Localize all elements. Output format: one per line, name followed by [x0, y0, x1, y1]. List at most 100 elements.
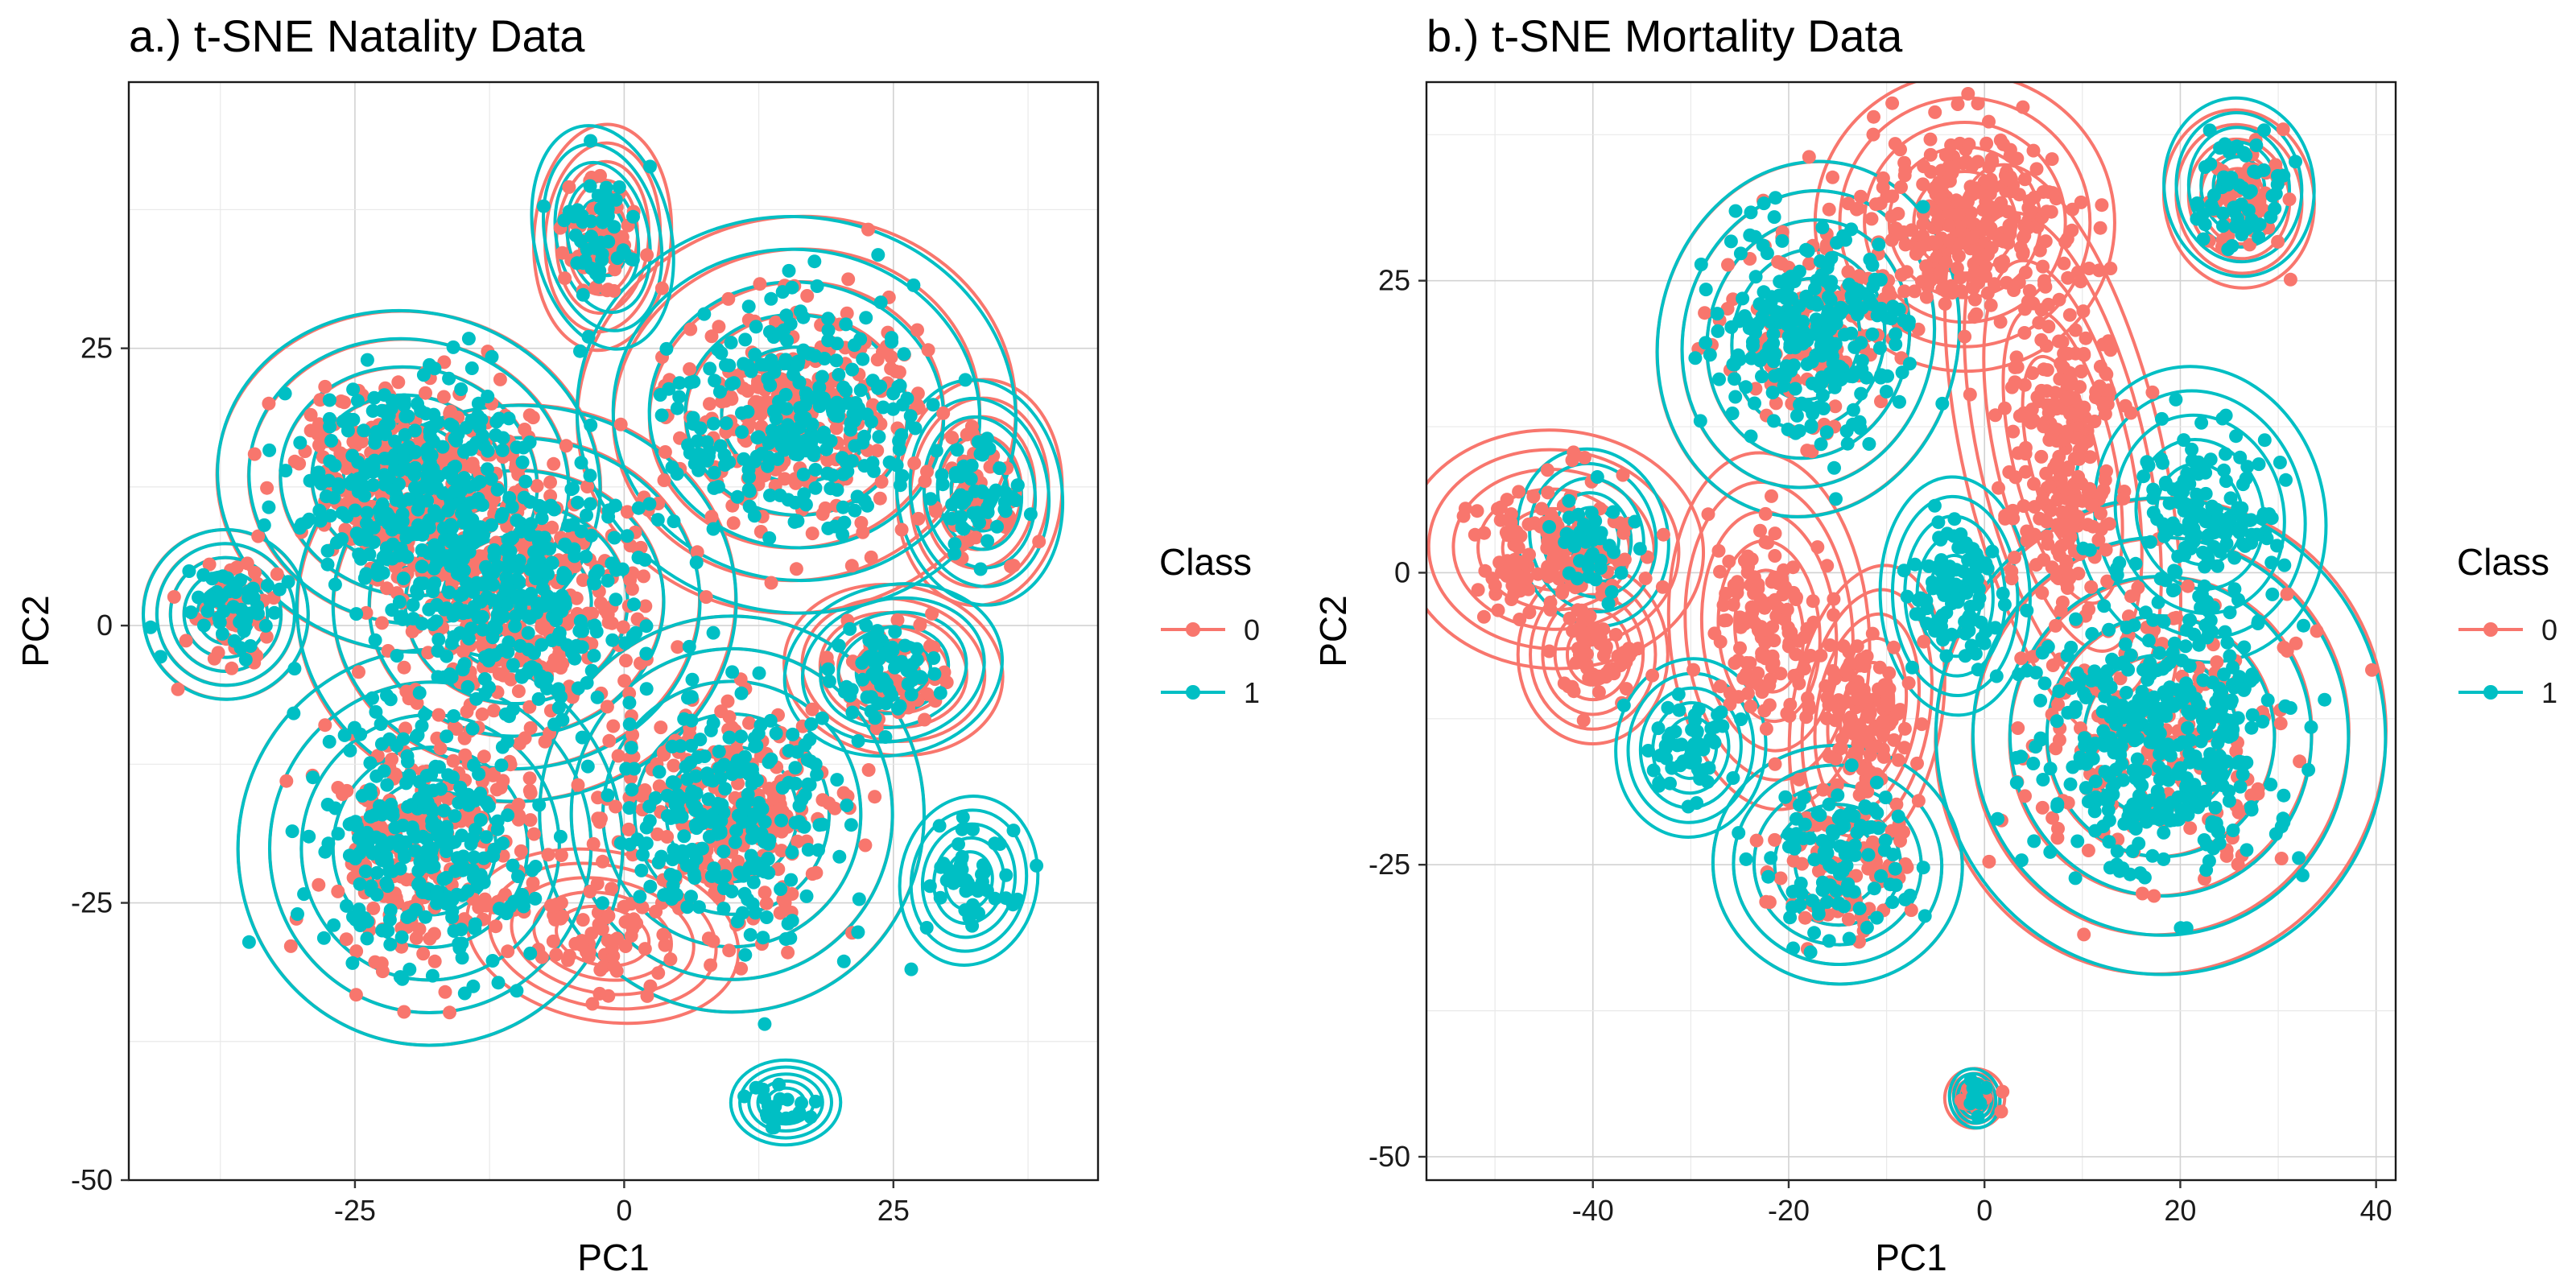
data-point — [513, 892, 526, 906]
data-point — [1698, 306, 1712, 320]
data-point — [2055, 595, 2070, 609]
data-point — [764, 576, 778, 590]
data-point — [584, 528, 599, 543]
data-point — [741, 787, 755, 802]
data-point — [2052, 292, 2066, 307]
data-point — [1753, 523, 1767, 538]
data-point — [697, 749, 712, 763]
data-point — [566, 518, 580, 532]
data-point — [742, 484, 757, 498]
data-point — [749, 855, 762, 869]
data-point — [1757, 704, 1772, 718]
data-point — [1775, 257, 1789, 270]
natality-y-axis-title: PC2 — [14, 595, 56, 667]
data-point — [1565, 453, 1579, 468]
data-point — [423, 357, 436, 372]
data-point — [2018, 464, 2033, 479]
data-point — [569, 591, 584, 605]
data-point — [250, 649, 264, 663]
data-point — [1841, 912, 1856, 927]
data-point — [593, 235, 608, 250]
data-point — [303, 407, 318, 422]
density-contour — [1982, 258, 2144, 653]
data-point — [1505, 578, 1520, 592]
data-point — [1971, 97, 1985, 111]
data-point — [443, 1005, 456, 1020]
data-point — [821, 521, 836, 535]
data-point — [1023, 507, 1038, 522]
data-point — [360, 825, 374, 840]
data-point — [907, 456, 922, 470]
data-point — [707, 465, 721, 480]
data-point — [179, 634, 193, 648]
data-point — [1827, 608, 1841, 622]
data-point — [1982, 854, 1996, 869]
density-contour — [1934, 496, 2388, 976]
data-point — [2061, 346, 2075, 361]
data-point — [361, 914, 374, 929]
data-point — [2183, 821, 2198, 836]
data-point — [292, 521, 307, 535]
data-point — [279, 464, 293, 478]
data-point — [980, 500, 995, 514]
data-point — [397, 444, 411, 458]
data-point — [1744, 700, 1758, 713]
data-point — [1477, 526, 1492, 540]
data-point — [446, 340, 460, 354]
data-point — [1780, 602, 1794, 617]
data-point — [1822, 202, 1836, 217]
data-point — [472, 877, 486, 892]
data-point — [869, 671, 884, 686]
data-point — [617, 899, 631, 914]
data-point — [554, 896, 568, 910]
data-point — [623, 572, 638, 587]
data-point — [788, 761, 803, 775]
data-point — [873, 295, 888, 310]
data-point — [496, 609, 510, 624]
data-point — [501, 944, 515, 959]
data-point — [1953, 236, 1967, 250]
data-point — [1701, 507, 1715, 522]
data-point — [620, 529, 634, 543]
data-point — [541, 848, 555, 862]
data-point — [812, 818, 827, 832]
data-point — [1006, 559, 1021, 573]
data-point — [904, 962, 919, 976]
data-point — [1872, 682, 1885, 696]
data-point — [712, 745, 726, 759]
data-point — [1924, 165, 1938, 179]
data-point — [910, 386, 925, 401]
data-point — [680, 900, 695, 914]
data-point — [618, 636, 633, 650]
data-point — [836, 954, 851, 968]
data-point — [537, 599, 551, 613]
data-point — [993, 461, 1007, 476]
data-point — [685, 842, 700, 857]
data-point — [521, 625, 535, 640]
data-point — [462, 480, 476, 494]
data-point — [575, 730, 589, 745]
data-point — [302, 829, 316, 844]
data-point — [431, 708, 446, 722]
data-point — [380, 581, 394, 596]
data-point — [323, 454, 337, 469]
data-point — [1954, 283, 1968, 298]
data-point — [616, 620, 630, 634]
data-point — [511, 869, 525, 884]
data-point — [654, 281, 669, 295]
data-point — [1492, 555, 1507, 570]
data-point — [2010, 360, 2025, 374]
data-point — [1897, 284, 1912, 299]
data-point — [2050, 543, 2065, 558]
data-point — [617, 674, 632, 688]
data-point — [251, 529, 266, 543]
data-point — [1897, 825, 1910, 840]
data-point — [989, 483, 1003, 497]
data-point — [1006, 824, 1021, 838]
data-point — [358, 865, 373, 878]
data-point — [2060, 392, 2074, 407]
data-point — [2018, 440, 2033, 455]
data-point — [267, 605, 282, 620]
data-point — [1992, 256, 2007, 270]
data-point — [2061, 460, 2075, 474]
